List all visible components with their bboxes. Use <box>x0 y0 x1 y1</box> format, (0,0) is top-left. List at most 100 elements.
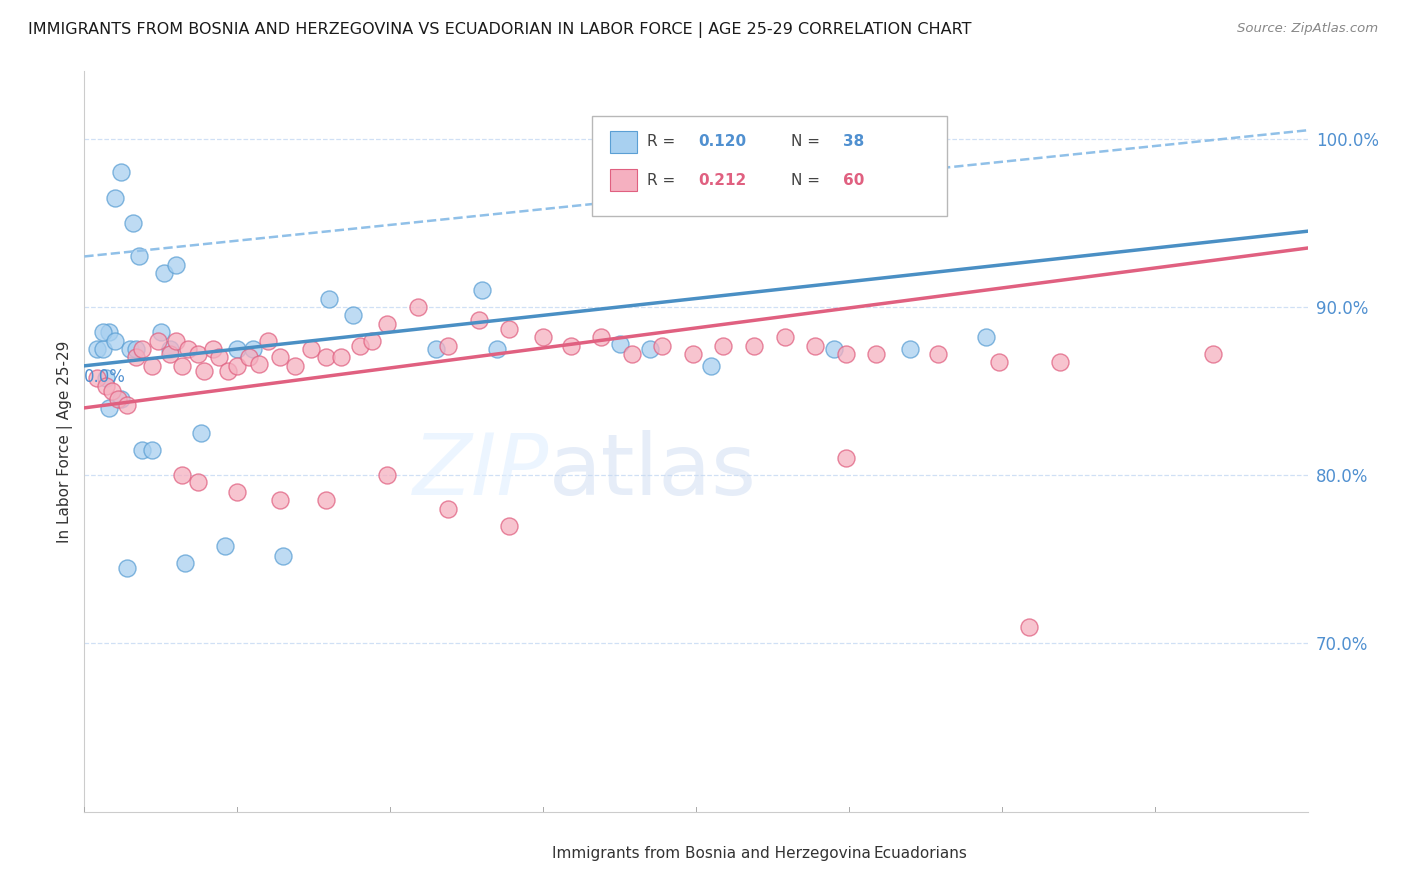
Point <box>153 266 176 280</box>
Point <box>104 190 127 204</box>
Point <box>987 355 1010 369</box>
Point <box>804 338 827 352</box>
Point <box>125 342 148 356</box>
Point <box>531 330 554 344</box>
Point <box>86 370 108 384</box>
Point <box>217 364 239 378</box>
Point <box>120 342 142 356</box>
Point <box>242 342 264 356</box>
Point <box>609 337 631 351</box>
Point <box>651 338 673 352</box>
Point <box>471 283 494 297</box>
Point <box>700 359 723 373</box>
Point <box>1202 347 1225 361</box>
Point <box>1018 620 1040 634</box>
FancyBboxPatch shape <box>592 116 946 216</box>
Point <box>269 351 291 365</box>
Point <box>835 347 858 361</box>
Point <box>190 426 212 441</box>
Text: R =: R = <box>647 134 681 149</box>
Point <box>86 342 108 356</box>
Point <box>149 325 172 339</box>
Point <box>165 334 187 348</box>
Point <box>247 357 270 371</box>
Point <box>315 351 337 365</box>
Point <box>115 560 138 574</box>
Bar <box>610 130 637 153</box>
Point <box>146 334 169 348</box>
Text: 0.212: 0.212 <box>699 173 747 187</box>
Point <box>835 451 858 466</box>
Y-axis label: In Labor Force | Age 25-29: In Labor Force | Age 25-29 <box>58 341 73 542</box>
Point <box>165 258 187 272</box>
Point <box>713 338 735 352</box>
Point <box>91 325 114 339</box>
Bar <box>610 169 637 191</box>
Point <box>299 342 322 356</box>
Text: 0.120: 0.120 <box>699 134 747 149</box>
Point <box>107 392 129 407</box>
Point <box>976 330 998 344</box>
Point <box>682 347 704 361</box>
Point <box>898 342 921 356</box>
Point <box>110 165 132 179</box>
Text: R =: R = <box>647 173 681 187</box>
Point <box>437 501 460 516</box>
Bar <box>519 845 543 862</box>
Point <box>349 338 371 352</box>
Point <box>315 493 337 508</box>
Point <box>172 359 194 373</box>
Text: Source: ZipAtlas.com: Source: ZipAtlas.com <box>1237 22 1378 36</box>
Point <box>172 468 194 483</box>
Point <box>115 398 138 412</box>
Point <box>342 309 364 323</box>
Point <box>498 518 520 533</box>
Point <box>94 379 117 393</box>
Point <box>560 338 582 352</box>
Point <box>591 330 613 344</box>
Point <box>159 342 181 356</box>
Point <box>131 442 153 457</box>
Text: Immigrants from Bosnia and Herzegovina: Immigrants from Bosnia and Herzegovina <box>551 846 870 861</box>
Point <box>375 468 398 483</box>
Point <box>110 392 132 407</box>
Point <box>865 347 887 361</box>
Text: N =: N = <box>792 134 825 149</box>
Point <box>271 549 294 563</box>
Text: ZIP: ZIP <box>413 430 550 513</box>
Point <box>638 342 661 356</box>
Point <box>94 370 117 384</box>
Point <box>486 342 509 356</box>
Point <box>214 539 236 553</box>
Point <box>468 313 491 327</box>
Point <box>186 475 208 489</box>
Text: 0.0%: 0.0% <box>84 368 127 385</box>
Point <box>128 250 150 264</box>
Point <box>174 556 197 570</box>
Point <box>159 347 181 361</box>
Text: IMMIGRANTS FROM BOSNIA AND HERZEGOVINA VS ECUADORIAN IN LABOR FORCE | AGE 25-29 : IMMIGRANTS FROM BOSNIA AND HERZEGOVINA V… <box>28 22 972 38</box>
Point <box>226 485 249 500</box>
Point <box>97 401 120 415</box>
Point <box>927 347 949 361</box>
Bar <box>841 845 865 862</box>
Text: Ecuadorians: Ecuadorians <box>873 846 967 861</box>
Point <box>104 334 127 348</box>
Point <box>193 364 215 378</box>
Point <box>208 351 231 365</box>
Point <box>375 317 398 331</box>
Point <box>97 325 120 339</box>
Point <box>360 334 382 348</box>
Point <box>141 442 163 457</box>
Text: atlas: atlas <box>550 430 758 513</box>
Point <box>201 342 224 356</box>
Point <box>823 342 845 356</box>
Point <box>122 216 145 230</box>
Text: 38: 38 <box>842 134 865 149</box>
Point <box>742 338 765 352</box>
Point <box>226 342 249 356</box>
Text: N =: N = <box>792 173 825 187</box>
Point <box>437 338 460 352</box>
Point <box>101 384 124 398</box>
Point <box>1049 355 1071 369</box>
